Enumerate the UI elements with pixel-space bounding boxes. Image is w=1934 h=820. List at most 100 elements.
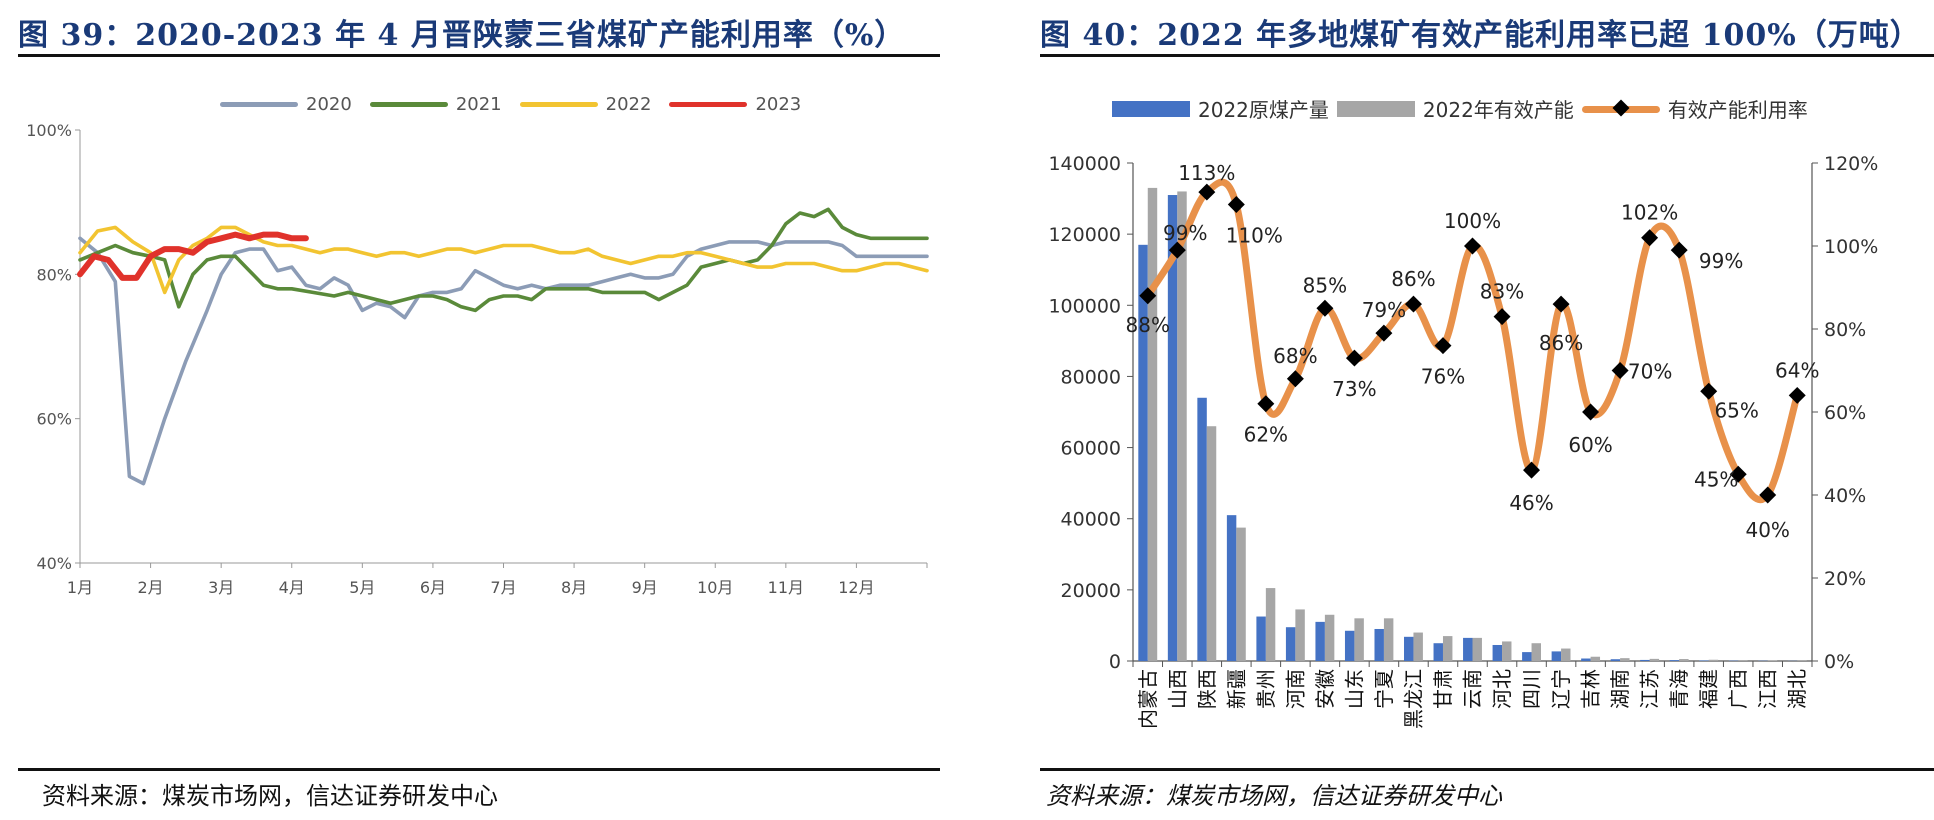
utilization-marker (1641, 229, 1659, 247)
bar-capacity (1383, 618, 1394, 661)
bar-capacity (1649, 658, 1660, 661)
x-tick-label: 2月 (137, 578, 163, 597)
series-line-2021 (78, 207, 929, 313)
x-category-label: 安徽 (1313, 669, 1337, 709)
utilization-data-label: 79% (1362, 298, 1406, 322)
bar-production (1522, 652, 1532, 661)
x-category-label: 贵州 (1254, 669, 1278, 709)
series-line-2020 (78, 236, 929, 486)
figure-40-title: 图 40：2022 年多地煤矿有效产能利用率已超 100%（万吨） (1040, 18, 1921, 53)
x-category-label: 湖南 (1608, 669, 1632, 709)
x-tick-label: 1月 (67, 578, 93, 597)
x-category-label: 吉林 (1579, 669, 1603, 709)
bar-capacity (1236, 527, 1246, 661)
right-tick-label: 120% (1824, 153, 1878, 175)
bar-production (1610, 659, 1621, 661)
utilization-marker (1286, 370, 1304, 388)
bar-capacity (1206, 426, 1217, 661)
left-tick-label: 40000 (1061, 509, 1121, 531)
bar-capacity (1708, 659, 1719, 661)
series-line-2022 (78, 225, 929, 295)
figure-39-title: 图 39：2020-2023 年 4 月晋陕蒙三省煤矿产能利用率（%） (18, 18, 906, 53)
bar-capacity (1147, 187, 1158, 661)
figure-40-top-rule (1040, 54, 1934, 57)
utilization-data-label: 88% (1126, 313, 1170, 337)
utilization-data-label: 68% (1273, 344, 1317, 368)
bar-capacity (1767, 660, 1778, 661)
legend-item-production: 2022原煤产量 (1112, 94, 1329, 123)
x-tick-label: 3月 (208, 578, 234, 597)
x-tick-label: 6月 (420, 578, 446, 597)
utilization-data-label: 46% (1509, 491, 1553, 515)
bar-production (1315, 621, 1325, 661)
utilization-data-label: 85% (1303, 273, 1347, 297)
utilization-marker (1523, 461, 1541, 479)
x-tick-label: 5月 (349, 578, 375, 597)
figure-39-panel: 图 39：2020-2023 年 4 月晋陕蒙三省煤矿产能利用率（%） 2020… (0, 0, 940, 820)
x-tick-label: 11月 (768, 578, 804, 597)
legend-label-2022: 2022 (605, 94, 652, 115)
bar-capacity (1295, 609, 1305, 661)
right-tick-label: 40% (1824, 485, 1866, 507)
bar-capacity (1265, 588, 1276, 661)
x-tick-label: 7月 (490, 578, 516, 597)
utilization-data-label: 113% (1178, 161, 1235, 185)
utilization-data-label: 62% (1244, 423, 1288, 447)
legend-item-utilization: 有效产能利用率 (1581, 94, 1808, 123)
legend-item-capacity: 2022年有效产能 (1336, 94, 1574, 123)
utilization-marker (1227, 196, 1245, 214)
utilization-data-label: 102% (1621, 201, 1678, 225)
x-tick-label: 12月 (838, 578, 874, 597)
utilization-marker (1582, 403, 1600, 421)
right-tick-label: 60% (1824, 402, 1866, 424)
utilization-marker (1493, 308, 1511, 326)
figure-39-legend: 2020 2021 2022 2023 (220, 94, 801, 115)
utilization-line (1144, 178, 1801, 504)
figure-40-panel: 图 40：2022 年多地煤矿有效产能利用率已超 100%（万吨） 2022原煤… (1010, 0, 1934, 820)
figure-40-legend: 2022原煤产量 2022年有效产能 有效产能利用率 (1112, 94, 1808, 123)
utilization-data-label: 110% (1226, 224, 1283, 248)
left-tick-label: 60000 (1061, 438, 1121, 460)
legend-item-2020: 2020 (220, 94, 352, 115)
utilization-marker (1375, 324, 1393, 342)
series-line-2023 (77, 231, 309, 281)
legend-label-utilization: 有效产能利用率 (1667, 98, 1808, 122)
legend-swatch-2020 (220, 102, 298, 107)
x-category-label: 青海 (1667, 669, 1691, 709)
utilization-data-label: 45% (1694, 467, 1738, 491)
legend-item-2021: 2021 (369, 94, 502, 115)
utilization-data-label: 86% (1539, 331, 1583, 355)
bar-capacity (1531, 643, 1541, 661)
x-category-label: 四川 (1520, 669, 1544, 709)
legend-label-2023: 2023 (755, 94, 802, 115)
utilization-marker (1611, 362, 1629, 379)
x-category-label: 辽宁 (1549, 669, 1573, 709)
y-tick-label: 60% (36, 410, 72, 429)
x-category-label: 广西 (1726, 669, 1750, 709)
legend-label-2020: 2020 (306, 94, 352, 115)
x-category-label: 江西 (1756, 669, 1780, 709)
figure-40-source: 资料来源：煤炭市场网，信达证券研发中心 (1046, 782, 1502, 810)
bar-capacity (1442, 636, 1453, 661)
right-tick-label: 0% (1824, 651, 1854, 673)
bar-capacity (1472, 637, 1482, 661)
bar-capacity (1502, 641, 1512, 661)
left-tick-label: 100000 (1048, 295, 1121, 317)
bar-production (1463, 637, 1473, 661)
bar-production (1256, 616, 1266, 661)
left-tick-label: 80000 (1061, 366, 1121, 388)
bar-capacity (1620, 658, 1630, 661)
legend-swatch-2023 (669, 102, 748, 107)
utilization-data-label: 64% (1775, 358, 1819, 382)
y-tick-label: 100% (26, 121, 72, 140)
legend-swatch-2021 (369, 102, 448, 107)
figure-39-line-chart: 40% 60% 80% 100% 1月 2月 3月 4月 5月 6月 7月 8月 9月 10月 11月 12月 (26, 121, 929, 597)
utilization-marker (1788, 386, 1806, 404)
utilization-marker (1198, 183, 1216, 201)
x-category-label: 湖北 (1785, 669, 1809, 709)
figure-39-top-rule (18, 54, 940, 57)
legend-swatch-2022 (519, 102, 598, 107)
legend-label-capacity: 2022年有效产能 (1422, 98, 1574, 122)
x-category-label: 宁夏 (1372, 669, 1396, 709)
utilization-data-label: 65% (1714, 398, 1758, 422)
